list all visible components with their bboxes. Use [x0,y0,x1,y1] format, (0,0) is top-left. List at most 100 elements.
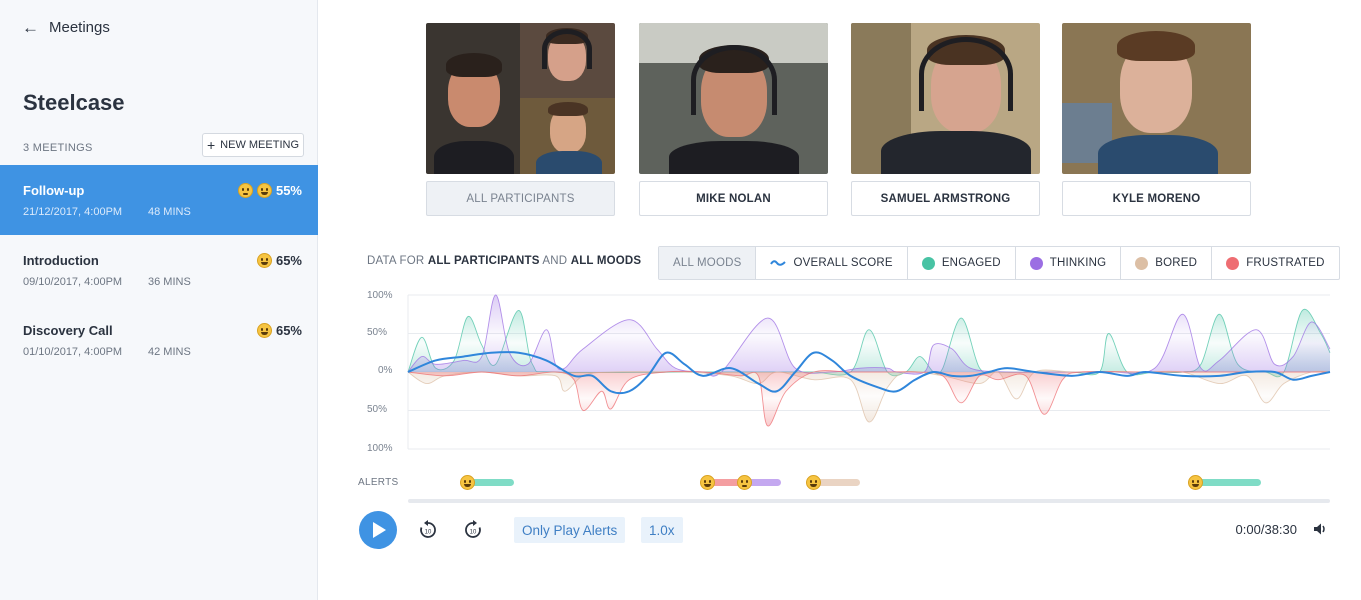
sleepy-emoji-icon[interactable] [805,475,821,490]
meeting-item-follow-up[interactable]: Follow-up 21/12/2017, 4:00PM 48 MINS 55% [0,165,318,235]
grinning-emoji-icon[interactable] [459,475,475,490]
volume-icon[interactable] [1312,521,1328,537]
mood-label: FRUSTRATED [1246,257,1325,269]
meeting-score: 55% [237,183,302,198]
mood-filter-frustrated[interactable]: FRUSTRATED [1212,247,1338,279]
mood-label: OVERALL SCORE [793,257,893,269]
grinning-emoji-icon [256,253,272,268]
alert-bar[interactable] [707,479,745,486]
grinning-emoji-icon[interactable] [1188,475,1204,490]
video-grid-all-participants[interactable] [426,23,615,174]
forward-seconds: 10 [470,530,477,536]
wave-icon [770,260,787,266]
mood-label: ENGAGED [941,257,1001,269]
play-button[interactable] [359,511,397,549]
series-line-bored [407,369,1331,423]
arrow-left-icon: ← [22,18,39,37]
data-for-prefix: DATA FOR [367,255,425,267]
sidebar: ← Meetings Steelcase 3 MEETINGS + NEW ME… [0,0,318,600]
mood-chart[interactable] [355,285,1335,460]
participant-button-mike-nolan[interactable]: MIKE NOLAN [639,181,828,216]
participant-button-all[interactable]: ALL PARTICIPANTS [426,181,615,216]
engaged-dot-icon [921,256,935,270]
disappointed-emoji-icon[interactable] [699,475,715,490]
data-for-and: AND [542,255,568,267]
playback-speed-button[interactable]: 1.0x [641,517,683,543]
y-tick-label: 50% [367,404,388,415]
participant-mike-nolan: MIKE NOLAN [639,23,828,216]
alerts-label: ALERTS [358,477,399,488]
meeting-duration: 48 MINS [148,206,191,218]
data-for-participants: ALL PARTICIPANTS [427,255,540,267]
grinning-emoji-icon [256,323,272,338]
alert-bar[interactable] [467,479,515,486]
thinking-emoji-icon[interactable] [736,475,752,490]
mood-filter-overall-score[interactable]: OVERALL SCORE [756,247,908,279]
meeting-item-discovery-call[interactable]: Discovery Call 01/10/2017, 4:00PM 42 MIN… [0,305,318,375]
mood-label: ALL MOODS [673,257,742,269]
new-meeting-button[interactable]: + NEW MEETING [202,133,304,157]
timeline-scrubber[interactable] [408,499,1330,503]
forward-10-icon[interactable]: 10 [462,519,484,541]
thinking-emoji-icon [237,183,253,198]
bored-dot-icon [1135,256,1149,270]
meeting-score: 65% [256,323,302,338]
meeting-duration: 36 MINS [148,276,191,288]
frustrated-dot-icon [1226,256,1240,270]
meeting-title: Introduction [23,253,99,268]
meeting-score: 65% [256,253,302,268]
meeting-duration: 42 MINS [148,346,191,358]
video-mike-nolan[interactable] [639,23,828,174]
meeting-score-value: 65% [275,323,302,338]
y-tick-label: 100% [367,443,393,454]
mood-filter-bar: ALL MOODS OVERALL SCORE ENGAGED THINKING… [658,246,1340,280]
rewind-10-icon[interactable]: 10 [417,519,439,541]
only-play-alerts-toggle[interactable]: Only Play Alerts [514,517,626,543]
company-title: Steelcase [23,90,125,115]
series-area-engaged [408,309,1330,377]
alert-bar[interactable] [813,479,860,486]
series-area-bored [408,370,1330,423]
series-area-frustrated [408,370,1330,427]
participant-button-samuel-armstrong[interactable]: SAMUEL ARMSTRONG [851,181,1040,216]
rewind-seconds: 10 [425,530,432,536]
meeting-score-value: 65% [275,253,302,268]
meeting-date: 01/10/2017, 4:00PM [23,346,123,358]
mood-filter-engaged[interactable]: ENGAGED [908,247,1016,279]
alert-bar[interactable] [1196,479,1261,486]
meeting-date: 09/10/2017, 4:00PM [23,276,123,288]
data-filter-summary: DATA FOR ALL PARTICIPANTS AND ALL MOODS [367,255,641,267]
alert-bar[interactable] [744,479,782,486]
back-to-meetings-link[interactable]: ← Meetings [22,19,110,36]
participant-button-kyle-moreno[interactable]: KYLE MORENO [1062,181,1251,216]
meeting-score-value: 55% [275,183,302,198]
mood-filter-all-moods[interactable]: ALL MOODS [659,247,757,279]
mood-filter-bored[interactable]: BORED [1121,247,1213,279]
series-line-overall-score [407,351,1331,395]
participant-kyle-moreno: KYLE MORENO [1062,23,1251,216]
grinning-emoji-icon [256,183,272,198]
back-label: Meetings [49,19,110,36]
video-samuel-armstrong[interactable] [851,23,1040,174]
mood-filter-thinking[interactable]: THINKING [1016,247,1122,279]
series-area-thinking [408,294,1330,377]
meeting-title: Discovery Call [23,323,113,338]
video-kyle-moreno[interactable] [1062,23,1251,174]
meeting-title: Follow-up [23,183,85,198]
series-line-frustrated [407,370,1330,427]
meeting-date: 21/12/2017, 4:00PM [23,206,123,218]
meeting-count: 3 MEETINGS [23,142,93,154]
playback-time: 0:00/38:30 [1235,522,1297,537]
y-tick-label: 50% [367,327,388,338]
mood-label: BORED [1155,257,1198,269]
mood-label: THINKING [1049,257,1107,269]
y-tick-label: 0% [378,365,393,376]
thinking-dot-icon [1029,256,1043,270]
new-meeting-label: NEW MEETING [220,139,300,151]
data-for-moods: ALL MOODS [570,255,642,267]
participant-samuel-armstrong: SAMUEL ARMSTRONG [851,23,1040,216]
participant-all: ALL PARTICIPANTS [426,23,615,216]
meeting-item-introduction[interactable]: Introduction 09/10/2017, 4:00PM 36 MINS … [0,235,318,305]
y-tick-label: 100% [367,290,393,301]
plus-icon: + [206,137,216,153]
